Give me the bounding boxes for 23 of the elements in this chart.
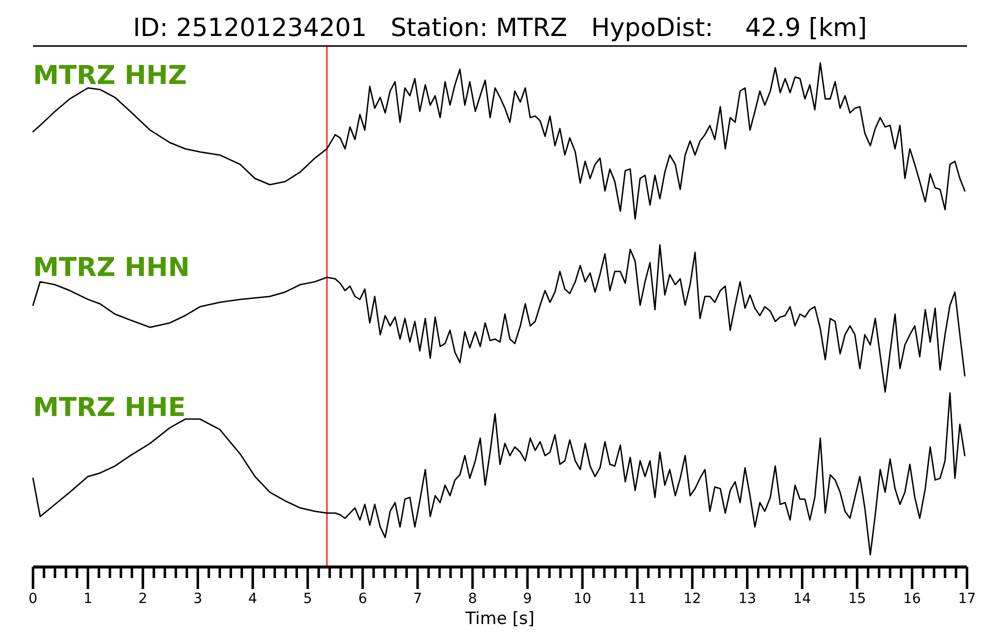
x-tick-label: 6 [358, 590, 368, 607]
x-tick-label: 1 [83, 590, 92, 607]
x-axis-title: Time [s] [464, 609, 535, 629]
x-tick-label: 10 [574, 590, 592, 607]
x-tick-label: 16 [903, 590, 922, 607]
x-tick-label: 9 [523, 590, 532, 607]
x-tick-label: 17 [958, 590, 976, 607]
x-tick-label: 0 [28, 590, 38, 607]
x-tick-label: 3 [193, 590, 202, 607]
series-label: MTRZ HHZ [33, 61, 187, 91]
x-tick-label: 7 [413, 590, 422, 607]
chart-title: ID: 251201234201 Station: MTRZ HypoDist: 42.9 [km] [132, 13, 868, 42]
x-tick-label: 12 [683, 590, 702, 607]
x-tick-label: 2 [138, 590, 148, 607]
series-label: MTRZ HHE [33, 393, 186, 423]
x-tick-label: 15 [848, 590, 866, 607]
x-tick-label: 14 [793, 590, 812, 607]
x-tick-label: 13 [738, 590, 756, 607]
x-tick-label: 4 [248, 590, 258, 607]
x-tick-label: 11 [628, 590, 646, 607]
series-label: MTRZ HHN [33, 253, 190, 283]
x-tick-label: 5 [303, 590, 312, 607]
x-tick-label: 8 [468, 590, 477, 607]
